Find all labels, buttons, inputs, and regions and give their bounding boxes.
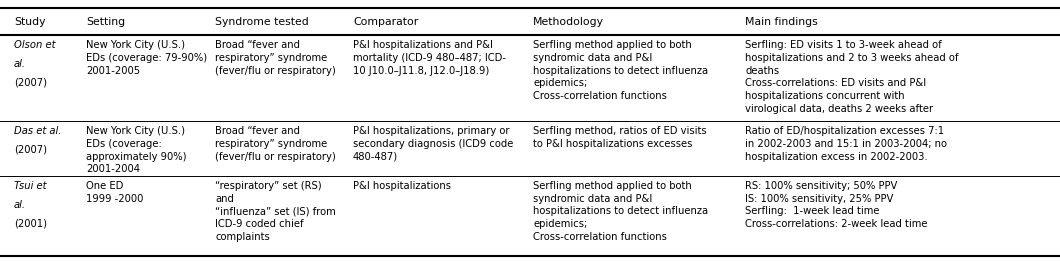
Text: Ratio of ED/hospitalization excesses 7:1
in 2002-2003 and 15:1 in 2003-2004; no
: Ratio of ED/hospitalization excesses 7:1…	[745, 126, 948, 162]
Text: Broad “fever and
respiratory” syndrome
(fever/flu or respiratory): Broad “fever and respiratory” syndrome (…	[215, 40, 336, 75]
Text: Serfling method applied to both
syndromic data and P&I
hospitalizations to detec: Serfling method applied to both syndromi…	[533, 40, 708, 101]
Text: Study: Study	[14, 16, 46, 27]
Text: (2007): (2007)	[14, 78, 47, 87]
Text: Serfling method, ratios of ED visits
to P&I hospitalizations excesses: Serfling method, ratios of ED visits to …	[533, 126, 707, 149]
Text: Serfling: ED visits 1 to 3-week ahead of
hospitalizations and 2 to 3 weeks ahead: Serfling: ED visits 1 to 3-week ahead of…	[745, 40, 958, 114]
Text: Olson et: Olson et	[14, 40, 55, 50]
Text: Broad “fever and
respiratory” syndrome
(fever/flu or respiratory): Broad “fever and respiratory” syndrome (…	[215, 126, 336, 162]
Text: One ED
1999 -2000: One ED 1999 -2000	[86, 181, 143, 204]
Text: Setting: Setting	[86, 16, 125, 27]
Text: al.: al.	[14, 200, 25, 210]
Text: (2007): (2007)	[14, 145, 47, 155]
Text: Main findings: Main findings	[745, 16, 818, 27]
Text: Methodology: Methodology	[533, 16, 604, 27]
Text: P&I hospitalizations, primary or
secondary diagnosis (ICD9 code
480-487): P&I hospitalizations, primary or seconda…	[353, 126, 513, 162]
Text: (2001): (2001)	[14, 218, 47, 228]
Text: New York City (U.S.)
EDs (coverage: 79-90%)
2001-2005: New York City (U.S.) EDs (coverage: 79-9…	[86, 40, 207, 75]
Text: Tsui et: Tsui et	[14, 181, 47, 191]
Text: al.: al.	[14, 59, 25, 69]
Text: Das et al.: Das et al.	[14, 126, 61, 136]
Text: RS: 100% sensitivity; 50% PPV
IS: 100% sensitivity, 25% PPV
Serfling:  1-week le: RS: 100% sensitivity; 50% PPV IS: 100% s…	[745, 181, 928, 229]
Text: Serfling method applied to both
syndromic data and P&I
hospitalizations to detec: Serfling method applied to both syndromi…	[533, 181, 708, 242]
Text: Syndrome tested: Syndrome tested	[215, 16, 308, 27]
Text: P&I hospitalizations: P&I hospitalizations	[353, 181, 450, 191]
Text: Comparator: Comparator	[353, 16, 419, 27]
Text: New York City (U.S.)
EDs (coverage:
approximately 90%)
2001-2004: New York City (U.S.) EDs (coverage: appr…	[86, 126, 187, 174]
Text: P&I hospitalizations and P&I
mortality (ICD-9 480–487; ICD-
10 J10.0–J11.8, J12.: P&I hospitalizations and P&I mortality (…	[353, 40, 506, 75]
Text: “respiratory” set (RS)
and
“influenza” set (IS) from
ICD-9 coded chief
complaint: “respiratory” set (RS) and “influenza” s…	[215, 181, 336, 242]
